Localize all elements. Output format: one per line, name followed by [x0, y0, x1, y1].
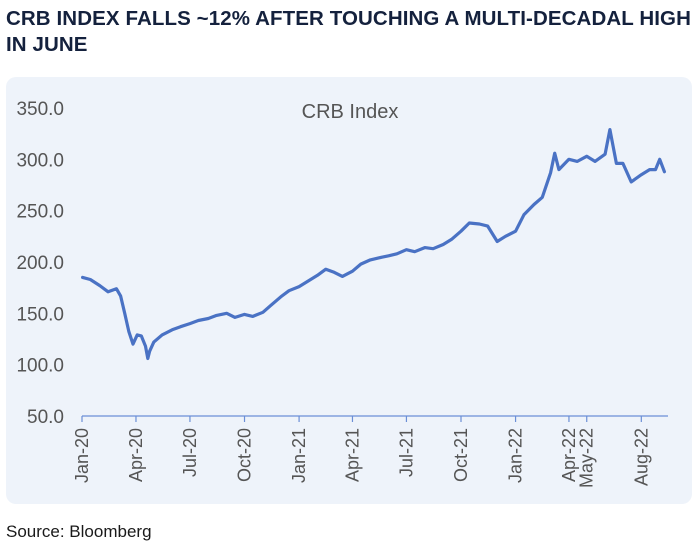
y-tick-label: 150.0 — [16, 304, 64, 325]
x-tick-label: Jul-20 — [180, 428, 200, 477]
x-tick-label: Jan-21 — [289, 428, 309, 483]
y-tick-label: 300.0 — [16, 150, 64, 171]
x-tick-label: Apr-22 — [559, 428, 579, 482]
x-tick-label: Jul-21 — [396, 428, 416, 477]
series-layer — [80, 127, 667, 361]
x-axis: Jan-20 Apr-20 Jul-20 Oct-20 Jan-21 Apr-21 Jul-… — [72, 415, 668, 488]
crb-index-chart: CRB Index 350.0 300.0 250.0 200.0 150.0 100.0… — [16, 99, 668, 488]
source-note: Source: Bloomberg — [6, 522, 152, 541]
headline: CRB INDEX FALLS ~12% AFTER TOUCHING A MU… — [6, 7, 691, 56]
x-tick-label: May-22 — [577, 428, 597, 488]
x-tick-label: Aug-22 — [631, 428, 651, 486]
y-tick-label: 250.0 — [16, 202, 64, 223]
chart-title: CRB Index — [302, 101, 399, 123]
x-tick-label: Jan-22 — [506, 428, 526, 483]
x-tick-label: Jan-20 — [72, 428, 92, 483]
x-tick-label: Oct-21 — [451, 428, 471, 482]
crb-index-series-line — [80, 127, 667, 361]
x-tick-label: Apr-20 — [126, 428, 146, 482]
chart-panel: CRB Index 350.0 300.0 250.0 200.0 150.0 100.0… — [6, 77, 692, 504]
y-tick-label: 200.0 — [16, 253, 64, 274]
y-tick-label: 350.0 — [16, 99, 64, 120]
y-tick-label: 50.0 — [27, 407, 64, 428]
x-tick-label: Apr-21 — [342, 428, 362, 482]
y-axis-ticks: 350.0 300.0 250.0 200.0 150.0 100.0 50.0 — [16, 99, 64, 428]
y-tick-label: 100.0 — [16, 356, 64, 377]
x-tick-label: Oct-20 — [235, 428, 255, 482]
